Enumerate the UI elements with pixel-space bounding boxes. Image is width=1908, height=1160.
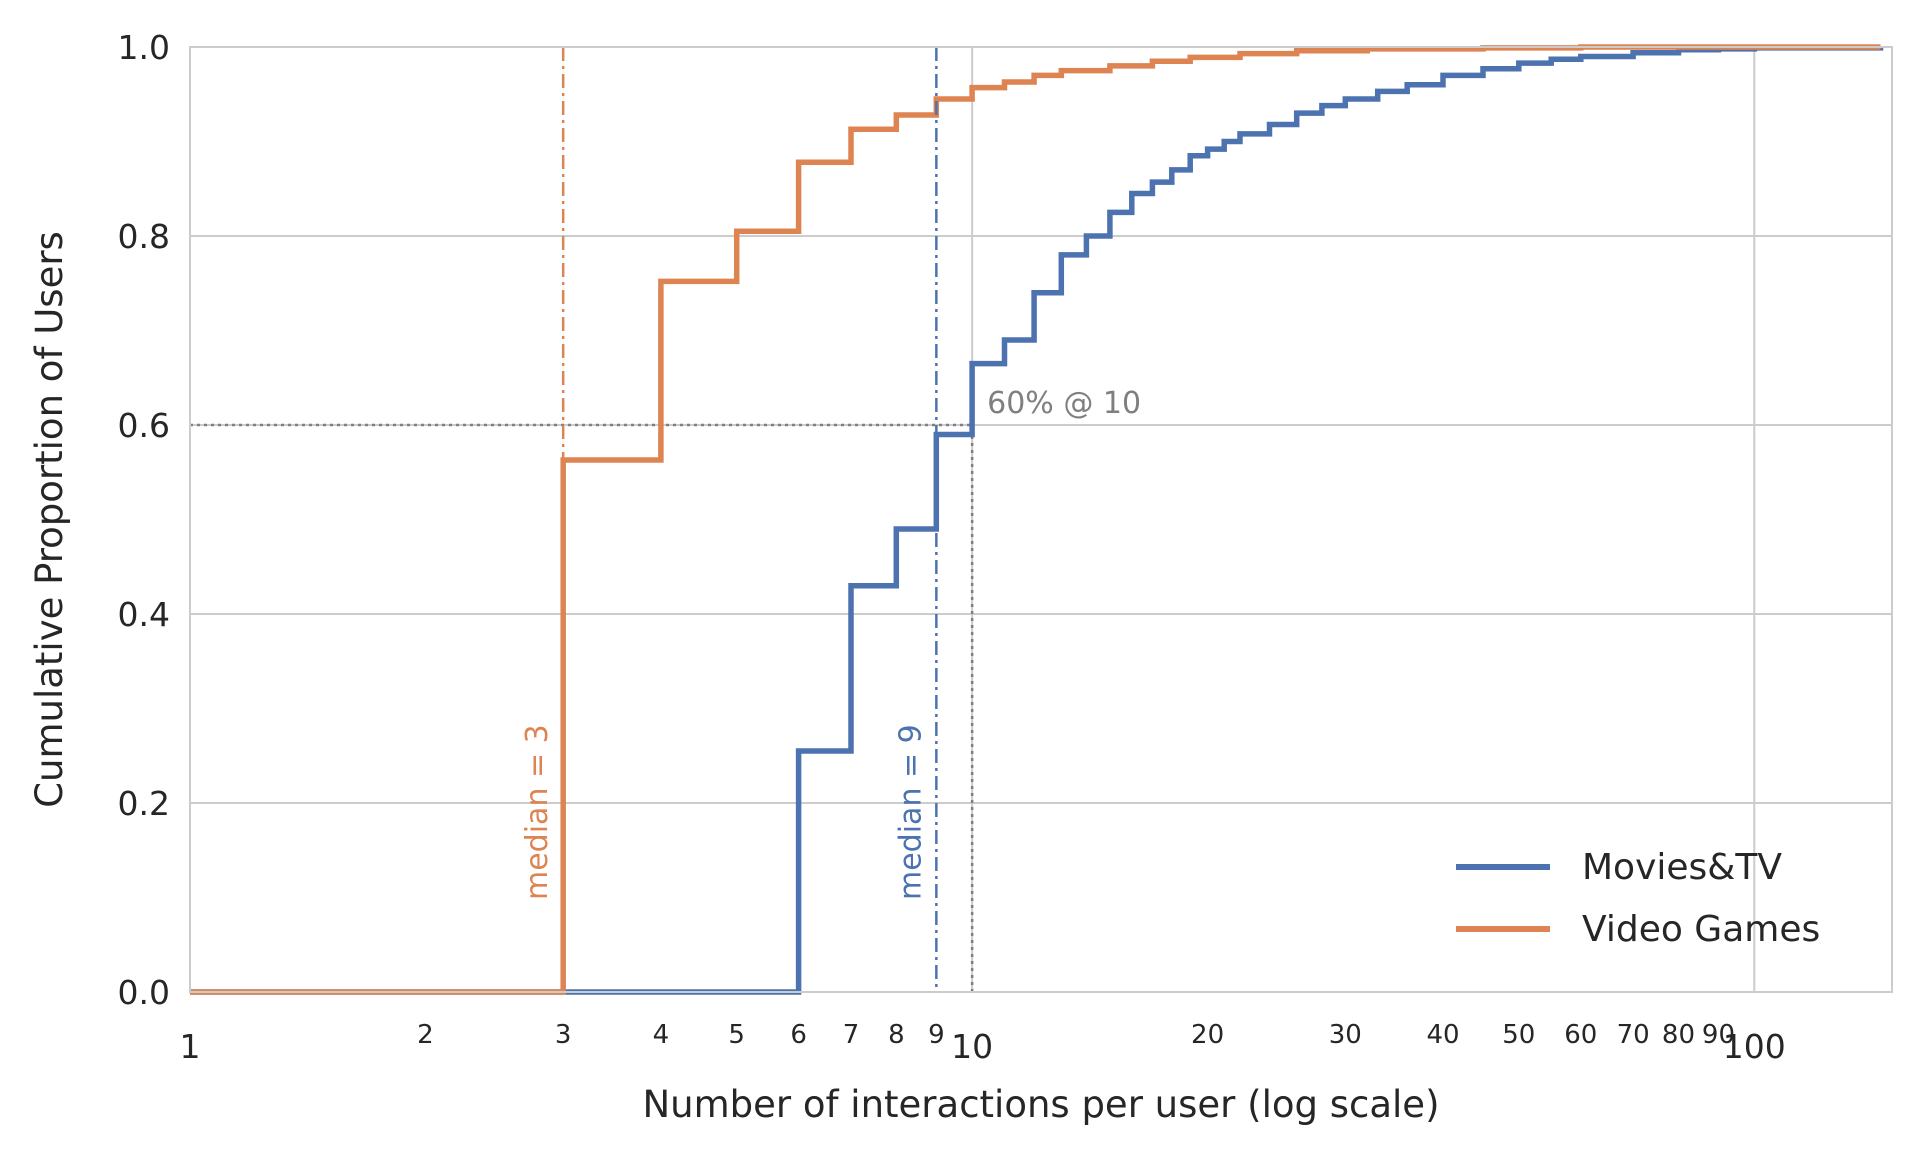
x-major-tick-label: 1: [180, 1027, 201, 1066]
x-minor-tick-label: 20: [1191, 1020, 1224, 1050]
x-major-tick-label: 10: [951, 1027, 993, 1066]
y-tick-label: 0.0: [118, 973, 170, 1012]
plot-border: [189, 46, 1893, 993]
axis-labels: 0.0 0.2 0.4 0.6 0.8 1.0 1 10 100 2 3 4 5 6 7 8 9 20 30 40 50…: [28, 28, 1786, 1126]
x-minor-tick-label: 90: [1702, 1020, 1735, 1050]
x-minor-tick-label: 4: [653, 1020, 670, 1050]
x-minor-tick-label: 70: [1617, 1020, 1650, 1050]
y-tick-label: 1.0: [118, 28, 170, 67]
x-minor-tick-label: 40: [1426, 1020, 1459, 1050]
median-label: median = 9: [893, 724, 928, 900]
x-minor-tick-label: 3: [555, 1020, 572, 1050]
reference-lines: 60% @ 10: [190, 386, 1141, 992]
series-lines: [190, 44, 1884, 995]
median-lines: median = 3 median = 9: [520, 47, 938, 992]
x-minor-tick-label: 30: [1329, 1020, 1362, 1050]
legend: Movies&TV Video Games: [1456, 847, 1820, 950]
y-tick-label: 0.4: [118, 595, 170, 634]
x-axis-title: Number of interactions per user (log sca…: [642, 1083, 1439, 1126]
x-minor-tick-label: 60: [1564, 1020, 1597, 1050]
x-minor-tick-label: 6: [790, 1020, 807, 1050]
y-tick-label: 0.8: [118, 217, 170, 256]
legend-label: Video Games: [1582, 909, 1820, 950]
x-minor-tick-label: 2: [417, 1020, 434, 1050]
series-line-movies-tv: [190, 45, 1884, 995]
y-axis-title: Cumulative Proportion of Users: [28, 231, 71, 808]
x-minor-tick-label: 5: [728, 1020, 745, 1050]
x-major-tick-label: 100: [1723, 1027, 1786, 1066]
reference-annotation: 60% @ 10: [987, 386, 1141, 421]
legend-label: Movies&TV: [1582, 847, 1782, 888]
median-label: median = 3: [520, 724, 555, 900]
x-minor-tick-label: 7: [843, 1020, 860, 1050]
x-minor-tick-label: 50: [1502, 1020, 1535, 1050]
y-tick-label: 0.6: [118, 406, 170, 445]
x-minor-tick-label: 8: [888, 1020, 905, 1050]
series-line-video-games: [190, 44, 1881, 995]
y-tick-label: 0.2: [118, 784, 170, 823]
x-minor-tick-label: 9: [928, 1020, 945, 1050]
x-minor-tick-label: 80: [1662, 1020, 1695, 1050]
